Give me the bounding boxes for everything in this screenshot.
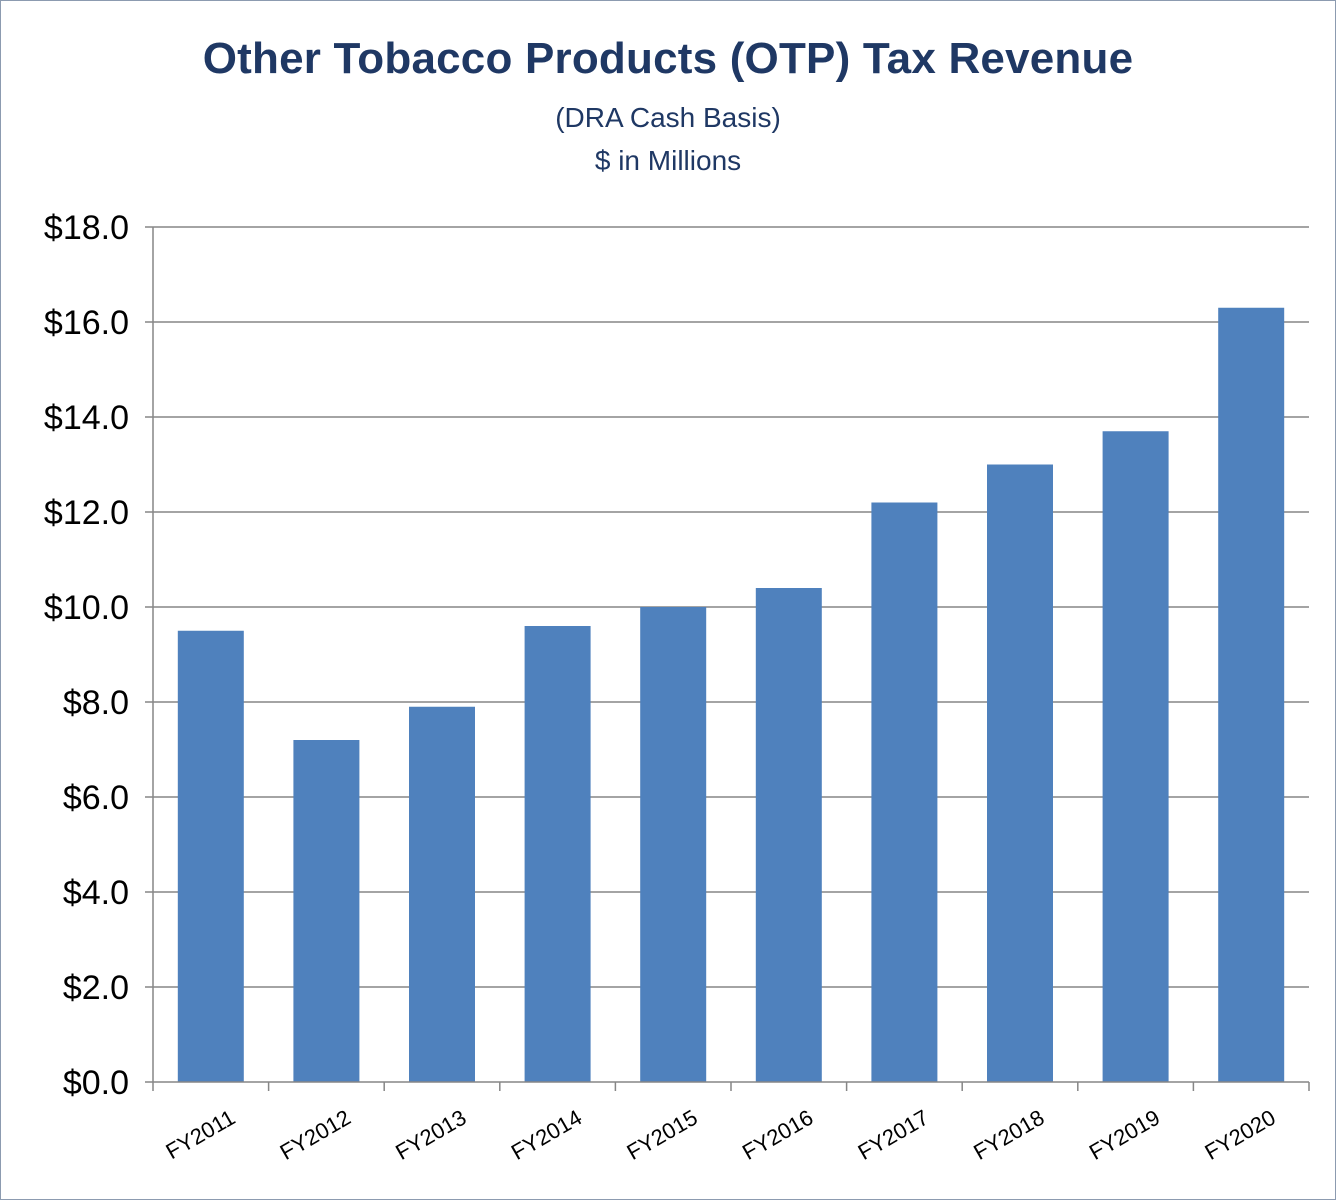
- y-tick-label: $6.0: [63, 779, 129, 817]
- x-tick-label: FY2017: [854, 1105, 933, 1165]
- chart-title: Other Tobacco Products (OTP) Tax Revenue: [202, 34, 1134, 83]
- bar-fy2013: [409, 706, 475, 1082]
- x-tick-label: FY2019: [1085, 1105, 1164, 1165]
- x-tick-label: FY2012: [276, 1105, 355, 1165]
- y-tick-label: $18.0: [44, 209, 129, 247]
- x-tick-label: FY2013: [391, 1105, 470, 1165]
- x-tick-label: FY2018: [969, 1105, 1048, 1165]
- x-tick-label: FY2020: [1200, 1105, 1279, 1165]
- bar-fy2017: [871, 502, 938, 1082]
- bars: [177, 307, 1285, 1082]
- x-tick-label: FY2014: [507, 1105, 586, 1165]
- x-tick-label: FY2016: [738, 1105, 817, 1165]
- bar-fy2015: [640, 607, 707, 1082]
- y-tick-label: $0.0: [63, 1064, 129, 1102]
- y-tick-label: $12.0: [44, 494, 129, 532]
- y-tick-labels: $0.0 $2.0 $4.0 $6.0 $8.0 $10.0 $12.0 $14.0 $16.0…: [44, 209, 129, 1102]
- chart-subtitle-units: $ in Millions: [594, 145, 742, 176]
- bar-fy2011: [177, 630, 244, 1082]
- bar-fy2019: [1102, 431, 1169, 1082]
- bar-fy2014: [524, 626, 591, 1082]
- bar-fy2020: [1218, 307, 1285, 1082]
- y-tick-label: $16.0: [44, 304, 129, 342]
- y-tick-label: $14.0: [44, 399, 129, 437]
- y-tick-label: $4.0: [63, 874, 129, 912]
- axes: [145, 226, 1310, 1091]
- y-tick-label: $2.0: [63, 969, 129, 1007]
- x-tick-label: FY2011: [161, 1105, 239, 1164]
- x-tick-label: FY2015: [622, 1105, 701, 1165]
- x-tick-labels: FY2011 FY2012 FY2013 FY2014 FY2015 FY2016 FY20…: [161, 1105, 1279, 1165]
- chart-subtitle-basis: (DRA Cash Basis): [555, 102, 781, 133]
- bar-fy2018: [987, 464, 1053, 1082]
- bar-fy2016: [755, 588, 822, 1082]
- bar-fy2012: [293, 740, 360, 1082]
- y-tick-label: $10.0: [44, 589, 129, 627]
- y-tick-label: $8.0: [63, 684, 129, 722]
